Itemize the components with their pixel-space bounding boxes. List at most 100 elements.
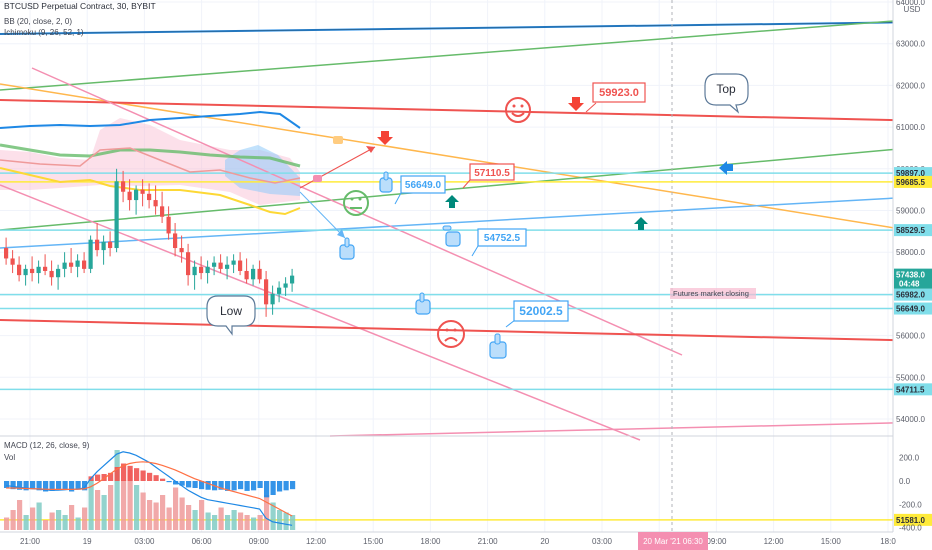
trendline-blue-lower[interactable] [0, 195, 932, 249]
chart-title: BTCUSD Perpetual Contract, 30, BYBIT [4, 1, 156, 11]
candle-body [147, 193, 152, 201]
date-marker-text: 20 Mar '21 06:30 [643, 537, 703, 546]
candle-body [290, 275, 295, 284]
trendline-orange[interactable] [0, 83, 932, 235]
volume-bar [101, 495, 107, 530]
volume-bar [127, 470, 133, 530]
arrow-down-icon[interactable] [568, 97, 584, 111]
level-tag [894, 513, 932, 526]
volume-bar [95, 490, 101, 530]
macd-histogram-bar [134, 468, 140, 481]
x-tick-label: 12:00 [764, 537, 785, 546]
annotation-shapes[interactable] [299, 97, 733, 359]
macd-histogram-bar [30, 481, 36, 490]
macd-histogram-bar [153, 475, 159, 481]
candle-body [173, 233, 178, 249]
callout-text: 57110.5 [474, 168, 510, 179]
arrow-line-up[interactable] [299, 146, 376, 189]
macd-histogram-bar [166, 481, 172, 483]
callout-low[interactable]: Low [206, 295, 256, 336]
x-tick-label: 03:00 [592, 537, 613, 546]
indicator-legend-ichimoku: Ichimoku (9, 26, 52, 1) [4, 28, 84, 37]
pointing-hand-icon[interactable] [379, 171, 393, 193]
arrow-head-down [337, 229, 345, 238]
horizontal-levels[interactable] [0, 172, 893, 521]
candle-body [17, 264, 22, 276]
arrow-down-icon[interactable] [377, 131, 393, 145]
macd-histogram-bar [10, 481, 16, 490]
neutral-face-icon[interactable] [343, 190, 369, 216]
candle-body [231, 260, 236, 265]
volume-bar [114, 450, 120, 530]
macd-histogram-bar [23, 481, 29, 491]
volume-bar [62, 515, 68, 530]
chart-legend: BTCUSD Perpetual Contract, 30, BYBIT BB … [4, 1, 156, 37]
candle-body [75, 260, 80, 267]
trendline-red-lower[interactable] [0, 319, 932, 342]
pointing-hand-icon[interactable] [442, 225, 461, 247]
volume-bar [205, 512, 211, 530]
callouts[interactable]: 59923.0 57110.5 56649.0 54752.5 52002.5 … [206, 73, 756, 336]
callout-top[interactable]: Top [704, 73, 749, 114]
volume-bar [277, 510, 283, 530]
callout-52002[interactable]: 52002.5 [505, 300, 569, 328]
macd-pane [4, 450, 296, 530]
happy-face-icon[interactable] [505, 97, 531, 123]
macd-histogram-bar [205, 481, 211, 490]
x-tick-label: 15:00 [363, 537, 384, 546]
futures-closing-text: Futures market closing [673, 289, 749, 298]
volume-bar [75, 517, 81, 530]
candle-body [114, 181, 119, 249]
macd-histogram-bar [160, 478, 166, 481]
arrow-line-down[interactable] [299, 191, 346, 239]
trendline-green-lower[interactable] [0, 145, 932, 231]
macd-y-tick-label: 0.0 [899, 477, 911, 486]
bollinger-band-fill [0, 118, 300, 205]
trendline-green-upper[interactable] [0, 17, 932, 91]
macd-histogram-bar [62, 481, 68, 490]
callout-54752[interactable]: 54752.5 [471, 228, 527, 257]
x-tick-label: 12:00 [306, 537, 327, 546]
macd-histogram-bar [225, 481, 231, 491]
candle-body [140, 189, 145, 194]
arrow-up-icon[interactable] [634, 217, 648, 230]
channel-line-pink-lower[interactable] [0, 184, 641, 441]
candle-body [238, 260, 243, 271]
trendline-red-upper[interactable] [0, 99, 932, 122]
trendline-dark-top[interactable] [0, 21, 932, 35]
volume-bar [290, 515, 296, 530]
sticker-icon[interactable] [333, 136, 343, 144]
pointing-hand-icon[interactable] [339, 237, 355, 260]
pointing-hand-icon[interactable] [415, 292, 431, 315]
arrow-up-icon[interactable] [445, 195, 459, 208]
level-tag [894, 224, 932, 237]
sad-face-icon[interactable] [437, 320, 465, 348]
macd-histogram-bar [82, 481, 88, 491]
callout-59923[interactable]: 59923.0 [585, 82, 646, 113]
x-tick-label: 15:00 [821, 537, 842, 546]
macd-histogram-bar [17, 481, 23, 490]
volume-bar [251, 517, 257, 530]
x-tick-label: 03:00 [134, 537, 155, 546]
macd-histogram-bar [108, 472, 114, 481]
callout-57110[interactable]: 57110.5 [462, 163, 515, 189]
trendline-pink-bottom[interactable] [329, 421, 932, 437]
pointing-hand-icon[interactable] [489, 333, 507, 359]
volume-legend-text: Vol [4, 453, 15, 462]
volume-bar [69, 505, 75, 530]
macd-histogram-bar [199, 481, 205, 490]
callout-56649[interactable]: 56649.0 [394, 175, 446, 205]
channel-line-pink-upper[interactable] [31, 67, 683, 356]
volume-bar [134, 485, 140, 530]
macd-histogram-bar [43, 481, 49, 492]
futures-closing-label[interactable]: Futures market closing [670, 288, 756, 299]
arrow-left-icon[interactable] [719, 161, 733, 175]
level-tag-text: 59685.5 [896, 178, 925, 187]
x-tick-label: 21:00 [20, 537, 41, 546]
volume-bar [153, 502, 159, 530]
candle-body [23, 268, 28, 276]
volume-bar [218, 507, 224, 530]
sticker-icon[interactable] [313, 175, 322, 182]
